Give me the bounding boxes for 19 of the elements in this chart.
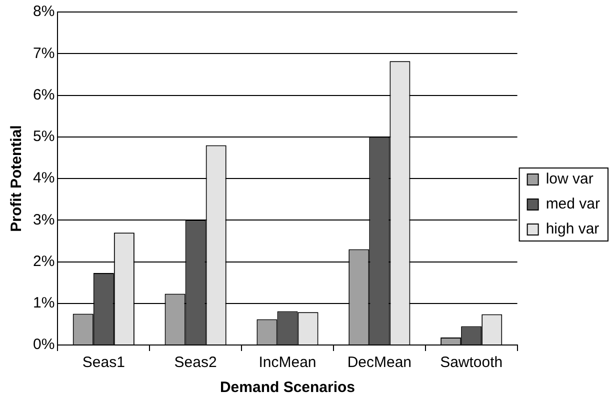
y-tick-label: 8%	[32, 3, 55, 20]
y-tick-label: 7%	[32, 44, 55, 62]
x-tick-label: IncMean	[258, 354, 316, 372]
y-tick-label: 6%	[32, 86, 55, 104]
y-tick-label: 2%	[32, 252, 55, 270]
legend-label: low var	[546, 170, 594, 188]
x-tick-label: Seas1	[82, 354, 125, 372]
y-axis-title: Profit Potential	[8, 125, 26, 232]
legend-label: med var	[546, 196, 600, 213]
x-tick-label: DecMean	[347, 354, 412, 372]
x-tick-label: Sawtooth	[440, 354, 503, 372]
x-tick-label: Seas2	[174, 354, 217, 372]
y-tick-label: 3%	[32, 211, 55, 228]
y-tick-label: 4%	[32, 170, 55, 187]
y-tick-label: 5%	[32, 128, 55, 146]
y-tick-label: 0%	[32, 336, 55, 354]
x-axis-title: Demand Scenarios	[220, 379, 356, 396]
legend-label: high var	[546, 220, 600, 238]
y-tick-label: 1%	[32, 294, 55, 312]
